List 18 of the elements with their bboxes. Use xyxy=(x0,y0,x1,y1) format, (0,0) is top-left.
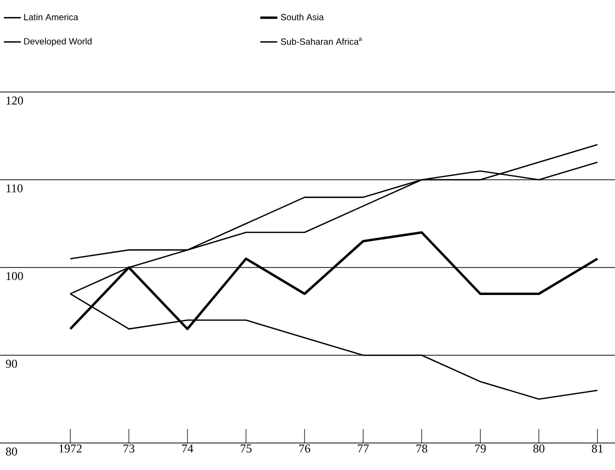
legend-label: Developed World xyxy=(24,38,92,46)
y-tick-label: 100 xyxy=(6,272,23,280)
x-tick-label: 73 xyxy=(124,444,134,453)
y-tick-label: 90 xyxy=(6,360,18,368)
x-tick-label: 75 xyxy=(240,444,252,452)
legend-label: Latin America xyxy=(24,14,78,20)
x-tick-label: 78 xyxy=(416,444,428,453)
y-tick-label: 110 xyxy=(6,184,23,192)
x-tick-label: 1972 xyxy=(59,444,82,453)
y-tick-label: 120 xyxy=(6,96,23,105)
x-tick-label: 80 xyxy=(533,444,544,453)
x-tick-label: 81 xyxy=(592,444,603,453)
legend-label: South Asia xyxy=(280,14,324,20)
x-tick-label: 74 xyxy=(182,444,194,452)
x-tick-label: 76 xyxy=(299,444,310,453)
legend-label: Sub-Saharan Africa$^{a}$ xyxy=(280,38,362,45)
x-tick-label: 77 xyxy=(358,444,369,452)
x-tick-label: 79 xyxy=(475,444,486,453)
